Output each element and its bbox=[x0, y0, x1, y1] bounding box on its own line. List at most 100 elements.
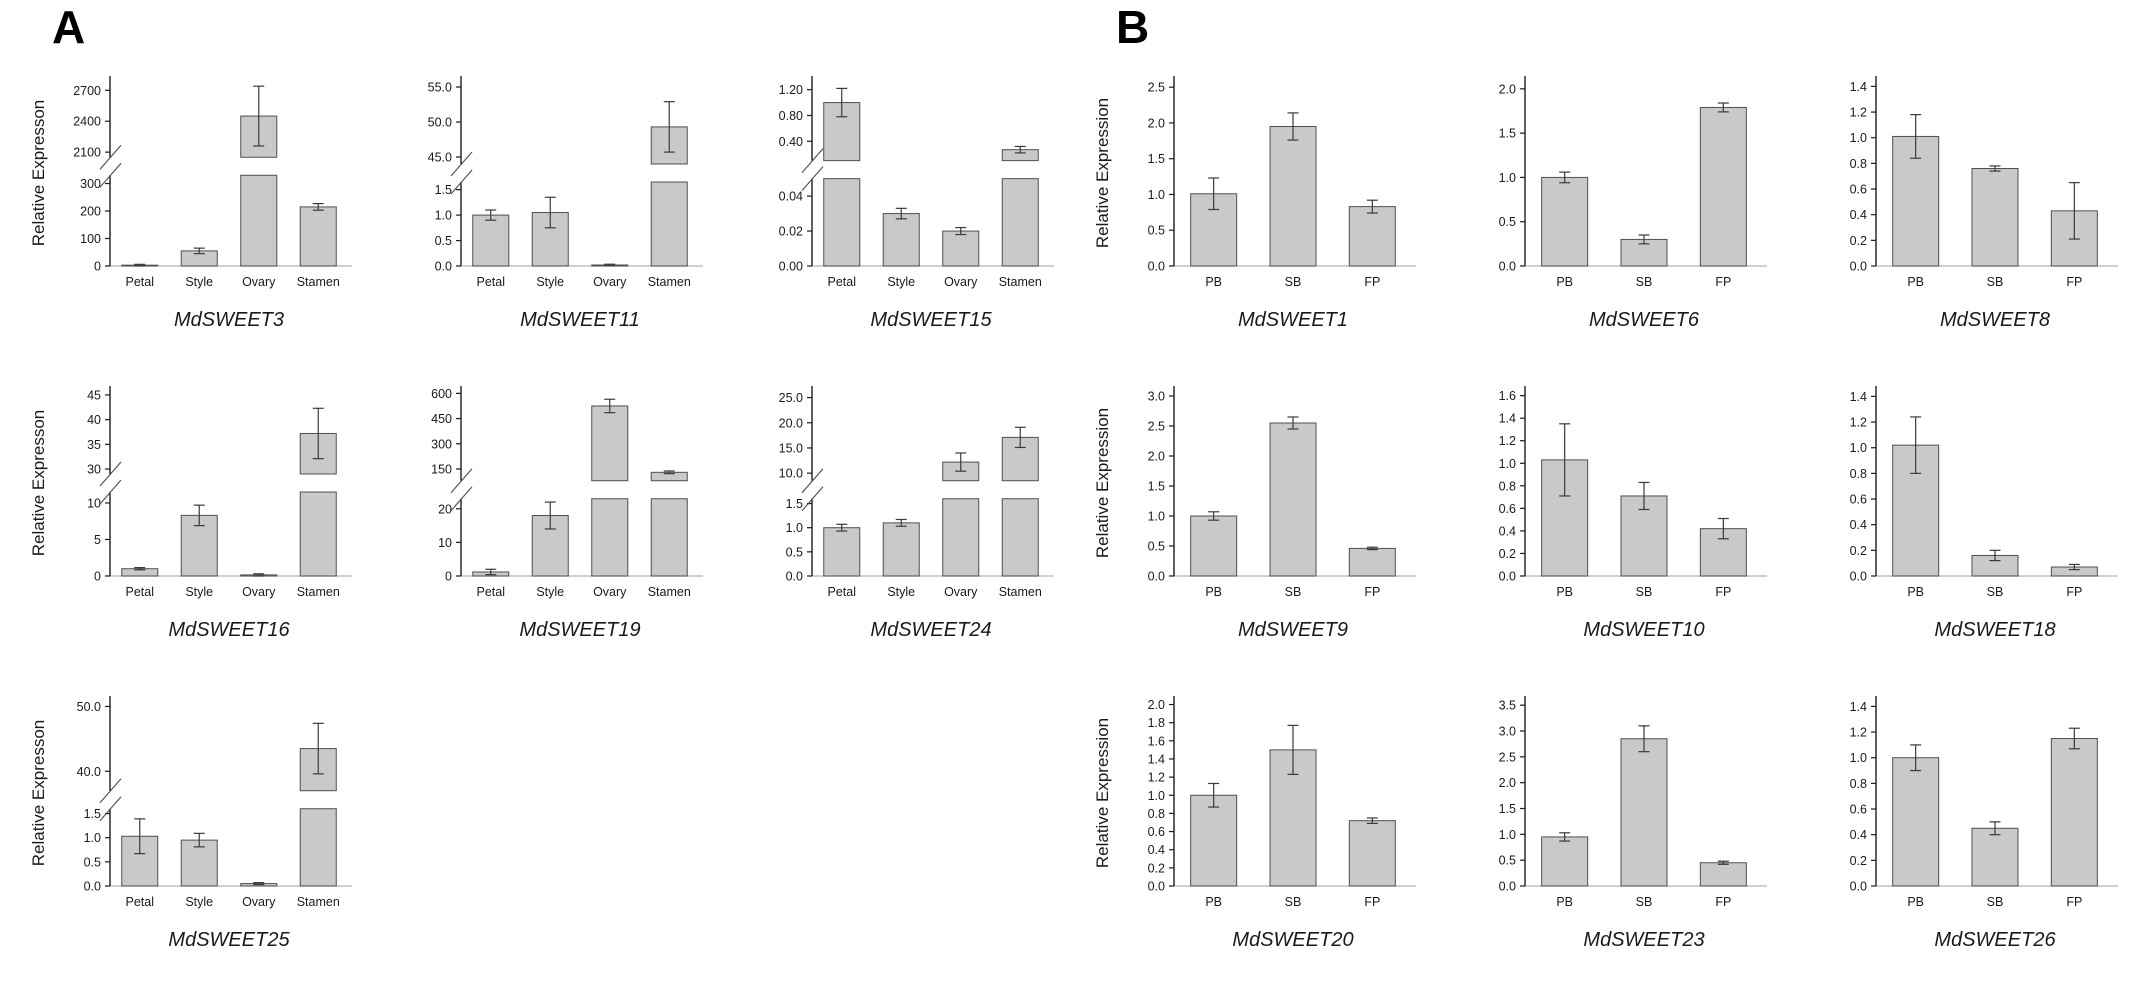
x-category-label: Ovary bbox=[242, 585, 276, 599]
chart-title: MdSWEET26 bbox=[1934, 929, 2056, 951]
y-tick-label: 0.6 bbox=[1499, 502, 1516, 516]
x-category-label: SB bbox=[1285, 585, 1302, 599]
bar-Stamen bbox=[299, 808, 337, 887]
y-tick-label: 1.4 bbox=[1148, 752, 1165, 766]
y-tick-label: 0.0 bbox=[1850, 880, 1867, 894]
y-tick-label: 0.5 bbox=[84, 855, 101, 869]
y-tick-label: 2.0 bbox=[1148, 698, 1165, 712]
bar-Ovary bbox=[240, 174, 278, 267]
y-tick-label: 0.5 bbox=[1148, 224, 1165, 238]
chart-MdSWEET25: 0.0 0.5 1.0 1.5 40.0 50.0 Petal Style Ovary Stame… bbox=[29, 696, 352, 951]
y-tick-label: 30 bbox=[87, 463, 101, 477]
y-tick-label: 1.8 bbox=[1148, 716, 1165, 730]
x-category-label: Style bbox=[536, 585, 564, 599]
y-tick-label: 1.2 bbox=[1148, 771, 1165, 785]
bar-FP bbox=[1348, 820, 1396, 887]
chart-title: MdSWEET20 bbox=[1232, 929, 1353, 951]
y-tick-label: 40.0 bbox=[77, 765, 101, 779]
bar-Stamen bbox=[650, 498, 688, 577]
bar-Style bbox=[882, 522, 920, 577]
bar-SB bbox=[1971, 168, 2019, 267]
chart-MdSWEET19: 0 10 20 150 300 450 600 Petal Style Ovary Stamen Md… bbox=[431, 386, 703, 641]
y-tick-label: 1.0 bbox=[1850, 751, 1867, 765]
chart-title: MdSWEET25 bbox=[168, 929, 290, 951]
y-tick-label: 1.4 bbox=[1499, 412, 1516, 426]
y-tick-label: 450 bbox=[431, 412, 452, 426]
y-tick-label: 50.0 bbox=[77, 700, 101, 714]
chart-title: MdSWEET9 bbox=[1238, 619, 1348, 641]
y-axis-label: Relative Expression bbox=[1093, 98, 1112, 248]
y-tick-label: 300 bbox=[431, 437, 452, 451]
y-tick-label: 0.0 bbox=[1850, 570, 1867, 584]
y-tick-label: 0.40 bbox=[779, 135, 803, 149]
y-tick-label: 0.0 bbox=[1499, 570, 1516, 584]
y-tick-label: 0.0 bbox=[1850, 260, 1867, 274]
y-tick-label: 0.0 bbox=[435, 260, 452, 274]
x-category-label: FP bbox=[2066, 895, 2082, 909]
bar-Stamen bbox=[650, 181, 688, 267]
y-tick-label: 2.0 bbox=[1499, 776, 1516, 790]
y-tick-label: 2400 bbox=[73, 115, 101, 129]
x-category-label: SB bbox=[1636, 585, 1653, 599]
panel-a: A 0 100 200 300 2100 2400 2700 Petal Style Ovary S… bbox=[29, 2, 1054, 951]
y-tick-label: 0.0 bbox=[1499, 880, 1516, 894]
x-category-label: Petal bbox=[126, 275, 155, 289]
x-category-label: Stamen bbox=[297, 585, 340, 599]
bar-Stamen bbox=[299, 206, 337, 267]
x-category-label: PB bbox=[1205, 585, 1222, 599]
y-tick-label: 55.0 bbox=[428, 81, 452, 95]
bar-FP bbox=[2050, 737, 2098, 887]
chart-MdSWEET23: 0.0 0.5 1.0 1.5 2.0 2.5 3.0 3.5 PB SB FP MdSWEET23 bbox=[1499, 696, 1767, 951]
y-tick-label: 2.0 bbox=[1148, 116, 1165, 130]
y-tick-label: 2.0 bbox=[1148, 450, 1165, 464]
y-tick-label: 0.2 bbox=[1850, 854, 1867, 868]
axis-break-mark bbox=[450, 169, 473, 195]
chart-MdSWEET18: 0.0 0.2 0.4 0.6 0.8 1.0 1.2 1.4 PB SB FP MdSWEET18 bbox=[1850, 386, 2118, 641]
x-category-label: Style bbox=[887, 585, 915, 599]
y-axis-label: Relative Expresson bbox=[29, 100, 48, 246]
y-tick-label: 0.00 bbox=[779, 260, 803, 274]
x-category-label: Ovary bbox=[242, 895, 276, 909]
bar-Petal bbox=[823, 178, 861, 267]
bar-Stamen bbox=[1001, 498, 1039, 577]
x-category-label: Ovary bbox=[944, 275, 978, 289]
y-axis-label: Relative Expression bbox=[1093, 408, 1112, 558]
y-tick-label: 0.80 bbox=[779, 109, 803, 123]
chart-MdSWEET3: 0 100 200 300 2100 2400 2700 Petal Style Ovary Sta… bbox=[29, 76, 352, 331]
y-tick-label: 0.5 bbox=[1499, 215, 1516, 229]
y-tick-label: 0.6 bbox=[1850, 183, 1867, 197]
y-tick-label: 1.0 bbox=[1148, 510, 1165, 524]
x-category-label: SB bbox=[1987, 585, 2004, 599]
chart-title: MdSWEET24 bbox=[870, 619, 991, 641]
x-category-label: Stamen bbox=[999, 275, 1042, 289]
y-tick-label: 10 bbox=[438, 536, 452, 550]
x-category-label: PB bbox=[1205, 895, 1222, 909]
bar-PB bbox=[1190, 794, 1238, 887]
chart-title: MdSWEET16 bbox=[168, 619, 290, 641]
x-category-label: PB bbox=[1907, 275, 1924, 289]
bar-PB bbox=[1892, 757, 1940, 887]
chart-title: MdSWEET15 bbox=[870, 309, 992, 331]
y-tick-label: 2.0 bbox=[1499, 82, 1516, 96]
x-category-label: Ovary bbox=[593, 275, 627, 289]
x-category-label: Stamen bbox=[297, 895, 340, 909]
y-tick-label: 300 bbox=[80, 177, 101, 191]
bar-PB bbox=[1892, 135, 1940, 267]
x-category-label: Petal bbox=[477, 275, 506, 289]
y-tick-label: 1.2 bbox=[1850, 106, 1867, 120]
y-tick-label: 1.0 bbox=[1148, 789, 1165, 803]
x-category-label: SB bbox=[1285, 275, 1302, 289]
y-tick-label: 2700 bbox=[73, 84, 101, 98]
y-tick-label: 45.0 bbox=[428, 151, 452, 165]
axis-break-mark bbox=[450, 486, 473, 512]
y-tick-label: 0.04 bbox=[779, 190, 803, 204]
chart-title: MdSWEET3 bbox=[174, 309, 284, 331]
y-tick-label: 2100 bbox=[73, 146, 101, 160]
x-category-label: Style bbox=[185, 585, 213, 599]
chart-MdSWEET8: 0.0 0.2 0.4 0.6 0.8 1.0 1.2 1.4 PB SB FP MdSWEET8 bbox=[1850, 76, 2118, 331]
y-tick-label: 600 bbox=[431, 387, 452, 401]
y-tick-label: 10.0 bbox=[779, 467, 803, 481]
axis-break-mark bbox=[801, 486, 824, 512]
y-tick-label: 0.0 bbox=[84, 880, 101, 894]
chart-title: MdSWEET11 bbox=[520, 309, 640, 331]
